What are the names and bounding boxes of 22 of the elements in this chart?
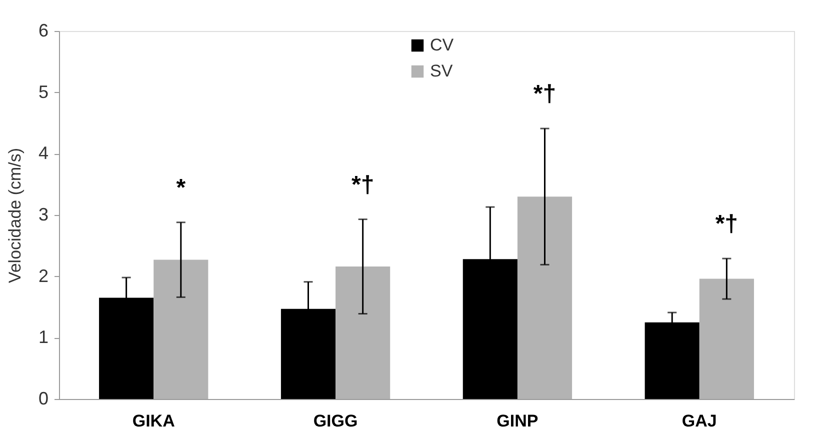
x-tick-label: GAJ	[682, 412, 717, 430]
bar	[699, 278, 754, 399]
bar	[517, 196, 572, 399]
annotation: *†	[715, 210, 738, 238]
y-tick-label: 0	[38, 388, 48, 408]
y-tick-label: 5	[38, 82, 48, 102]
y-tick-label: 4	[38, 143, 48, 164]
y-tick-label: 6	[38, 20, 48, 40]
x-tick-label: GIKA	[132, 412, 175, 430]
x-tick-label: GIGG	[313, 412, 358, 430]
legend-label: CV	[430, 36, 454, 54]
y-axis-title: Velocidade (cm/s)	[5, 148, 24, 284]
x-tick-label: GINP	[496, 412, 538, 430]
y-tick-label: 2	[38, 266, 48, 286]
annotation: *†	[533, 80, 556, 108]
bar	[336, 266, 390, 399]
y-tick-label: 3	[38, 204, 48, 224]
annotation: *†	[351, 171, 374, 198]
y-tick-label: 1	[38, 327, 48, 348]
annotation: *	[176, 174, 186, 202]
bar	[154, 260, 208, 399]
legend-label: SV	[430, 62, 454, 80]
